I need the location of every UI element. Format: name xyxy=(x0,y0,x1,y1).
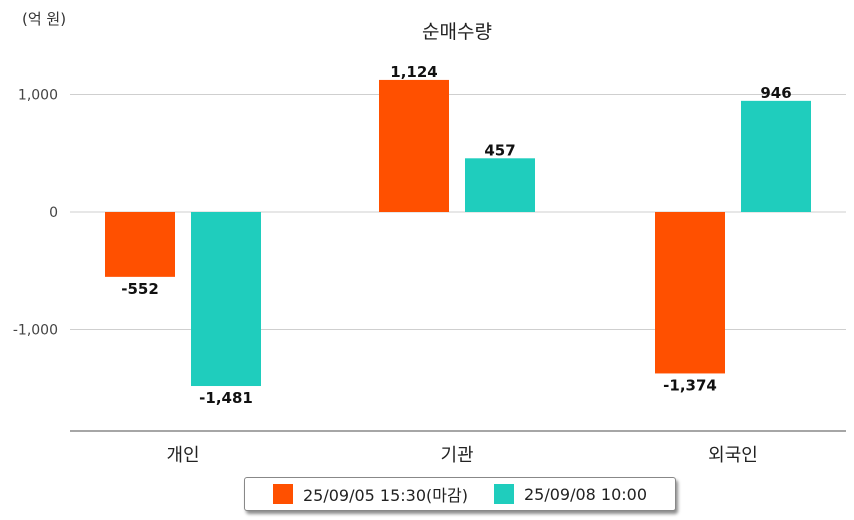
data-label: -1,374 xyxy=(663,376,717,394)
bar[interactable] xyxy=(379,79,449,213)
y-tick-label: -1,000 xyxy=(13,323,58,339)
legend-label-series-2: 25/09/08 10:00 xyxy=(523,484,648,504)
bar-chart: 순매수량 1,000 0 -1,000 -552 1,124 -1,374 -1,481 4… xyxy=(13,21,846,466)
data-label: 1,124 xyxy=(390,63,437,81)
x-axis-categories: 개인 기관 외국인 xyxy=(166,445,757,466)
legend-label-series-1: 25/09/05 15:30(마감) xyxy=(302,486,468,505)
bar[interactable] xyxy=(655,212,725,374)
data-label: 457 xyxy=(484,141,515,159)
legend-swatch-series-2 xyxy=(493,484,514,504)
x-category-label: 개인 xyxy=(166,445,199,466)
unit-label: (억 원) xyxy=(22,10,67,28)
y-tick-label: 1,000 xyxy=(18,88,58,104)
data-labels: -552 1,124 -1,374 -1,481 457 946 xyxy=(121,63,791,407)
bar[interactable] xyxy=(465,158,535,212)
gridlines xyxy=(70,94,846,330)
legend-item-series-2[interactable]: 25/09/08 10:00 xyxy=(493,484,648,504)
bar[interactable] xyxy=(105,212,175,277)
data-label: 946 xyxy=(760,84,791,102)
x-category-label: 외국인 xyxy=(708,445,758,466)
bars xyxy=(105,79,811,387)
x-category-label: 기관 xyxy=(440,445,473,466)
chart-title: 순매수량 xyxy=(422,21,492,43)
data-label: -1,481 xyxy=(199,389,253,407)
legend: 25/09/05 15:30(마감) 25/09/08 10:00 xyxy=(244,477,676,511)
y-axis-ticks: 1,000 0 -1,000 xyxy=(13,88,58,339)
bar[interactable] xyxy=(191,212,261,387)
bar[interactable] xyxy=(741,100,811,212)
legend-swatch-series-1 xyxy=(272,484,293,504)
y-tick-label: 0 xyxy=(49,205,58,221)
legend-item-series-1[interactable]: 25/09/05 15:30(마감) xyxy=(272,482,468,506)
data-label: -552 xyxy=(121,280,159,298)
